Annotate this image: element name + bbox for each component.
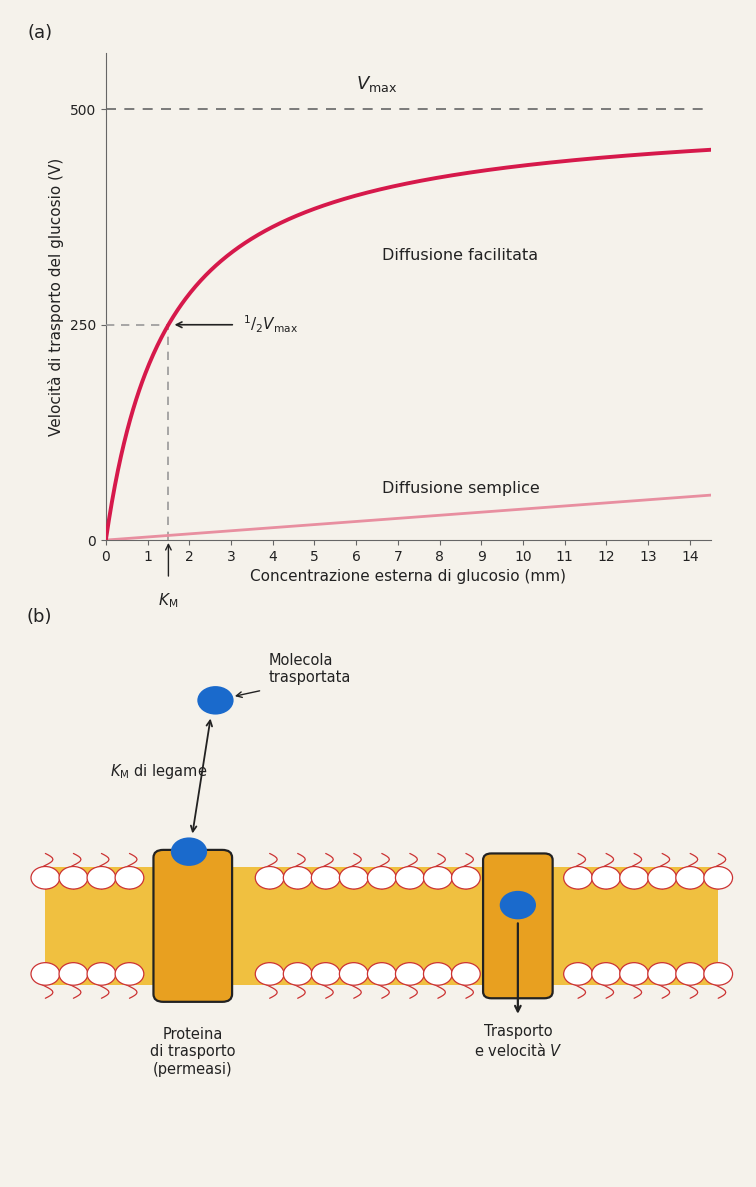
FancyBboxPatch shape	[153, 850, 232, 1002]
Circle shape	[367, 867, 396, 889]
Circle shape	[367, 963, 396, 985]
Bar	[45, 867, 718, 985]
Circle shape	[451, 867, 480, 889]
Circle shape	[171, 838, 207, 865]
Circle shape	[564, 867, 593, 889]
Circle shape	[500, 890, 536, 919]
Circle shape	[648, 963, 677, 985]
Circle shape	[256, 867, 284, 889]
Circle shape	[339, 867, 368, 889]
Text: Diffusione semplice: Diffusione semplice	[382, 481, 539, 496]
Circle shape	[592, 867, 621, 889]
Circle shape	[284, 963, 312, 985]
Text: $K_\mathrm{M}$ di legame: $K_\mathrm{M}$ di legame	[110, 762, 207, 781]
Text: (a): (a)	[27, 24, 52, 43]
Circle shape	[87, 867, 116, 889]
Circle shape	[395, 867, 424, 889]
Text: Molecola
trasportata: Molecola trasportata	[268, 653, 351, 686]
Circle shape	[704, 963, 733, 985]
Text: $K_\mathrm{M}$: $K_\mathrm{M}$	[158, 592, 178, 610]
Y-axis label: Velocità di trasporto del glucosio (V): Velocità di trasporto del glucosio (V)	[48, 158, 64, 436]
Circle shape	[423, 867, 452, 889]
X-axis label: Concentrazione esterna di glucosio (mm): Concentrazione esterna di glucosio (mm)	[250, 570, 566, 584]
Circle shape	[59, 867, 88, 889]
Circle shape	[87, 963, 116, 985]
Text: $V_\mathrm{max}$: $V_\mathrm{max}$	[356, 74, 398, 94]
Circle shape	[311, 963, 340, 985]
Circle shape	[115, 963, 144, 985]
Circle shape	[31, 867, 60, 889]
Circle shape	[423, 963, 452, 985]
Text: (b): (b)	[26, 608, 52, 627]
Circle shape	[59, 963, 88, 985]
Circle shape	[256, 963, 284, 985]
Circle shape	[564, 963, 593, 985]
Circle shape	[284, 867, 312, 889]
Text: $^{1}/_{2}V_\mathrm{max}$: $^{1}/_{2}V_\mathrm{max}$	[243, 315, 299, 336]
Circle shape	[648, 867, 677, 889]
Circle shape	[339, 963, 368, 985]
Circle shape	[676, 867, 705, 889]
Circle shape	[592, 963, 621, 985]
Circle shape	[451, 963, 480, 985]
Circle shape	[676, 963, 705, 985]
Circle shape	[311, 867, 340, 889]
Circle shape	[115, 867, 144, 889]
FancyBboxPatch shape	[483, 853, 553, 998]
Circle shape	[620, 963, 649, 985]
Circle shape	[197, 686, 234, 715]
Circle shape	[31, 963, 60, 985]
Circle shape	[620, 867, 649, 889]
Text: Trasporto
e velocità $V$: Trasporto e velocità $V$	[473, 1023, 562, 1059]
Circle shape	[704, 867, 733, 889]
Circle shape	[395, 963, 424, 985]
Text: Proteina
di trasporto
(permeasi): Proteina di trasporto (permeasi)	[150, 1027, 236, 1077]
Text: Diffusione facilitata: Diffusione facilitata	[383, 248, 538, 264]
